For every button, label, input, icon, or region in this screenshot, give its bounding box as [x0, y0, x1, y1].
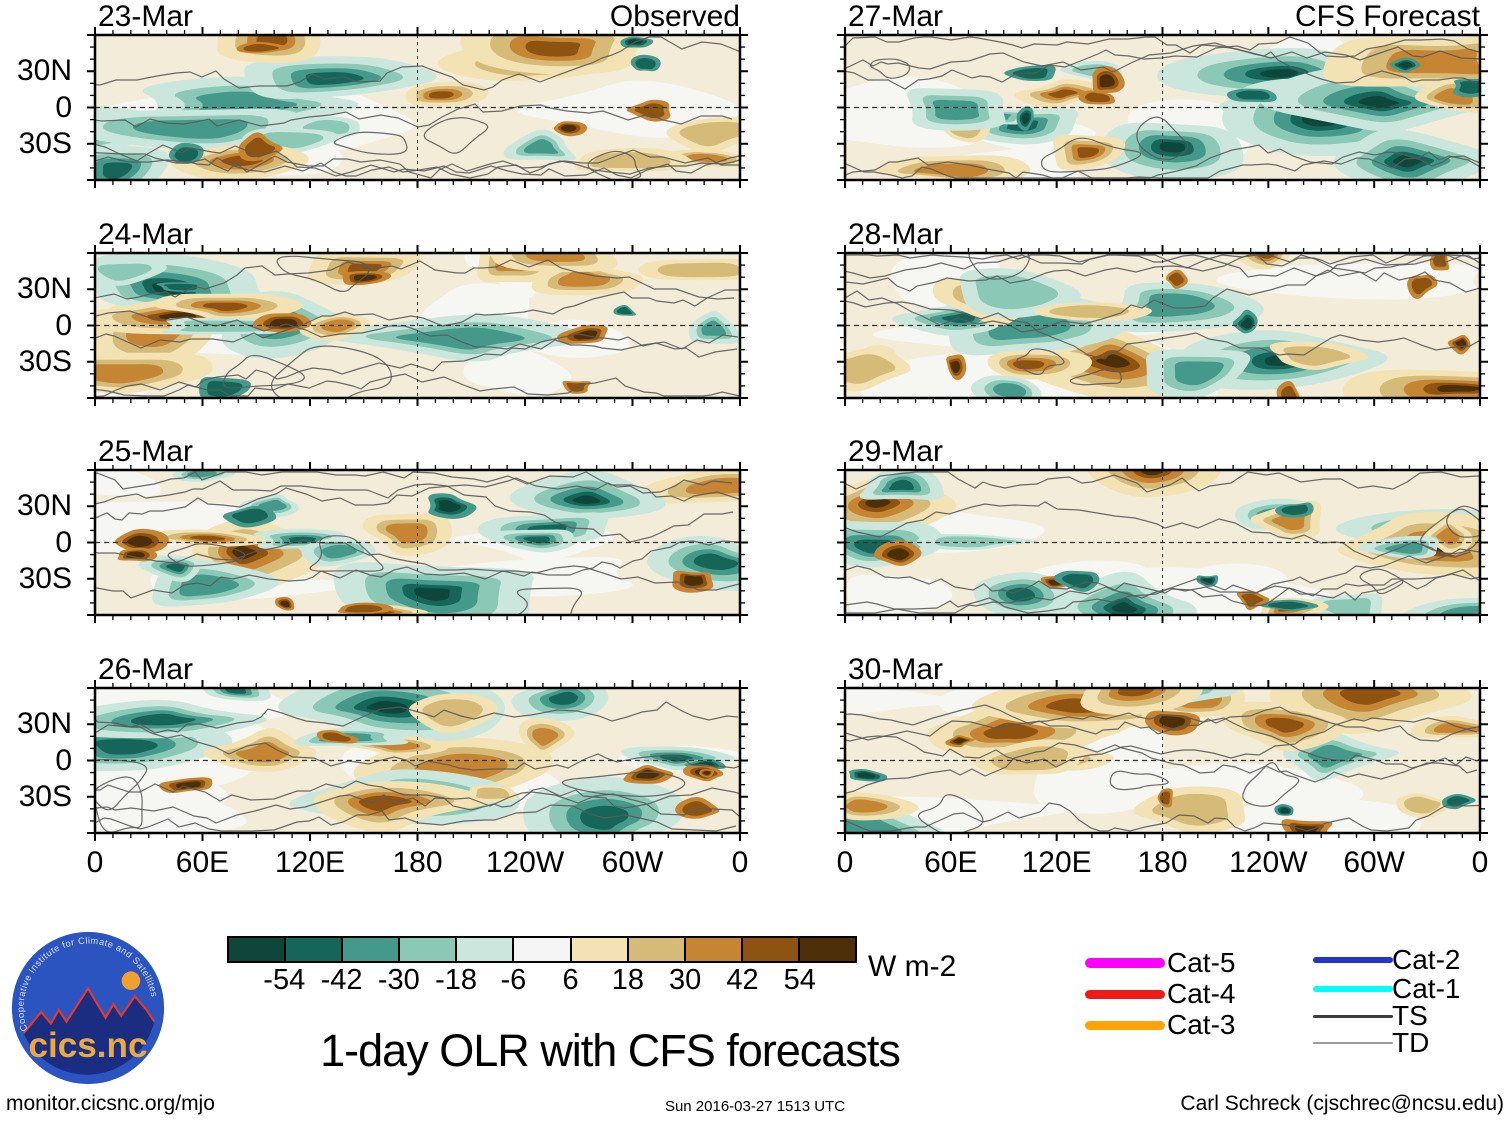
x-axis-label: 60W	[1343, 846, 1405, 879]
colorbar-tick-label: 18	[611, 964, 645, 996]
legend-label: TD	[1392, 1027, 1430, 1058]
y-axis-label: 30N	[16, 707, 72, 741]
colorbar-tick-label: -18	[435, 964, 478, 996]
cicsnc-logo: Cooperative Institute for Climate and Sa…	[11, 931, 165, 1085]
column-header: CFS Forecast	[1294, 0, 1480, 33]
x-axis-label: 60E	[175, 846, 230, 879]
column-header: Observed	[609, 0, 740, 33]
colorbar-segment	[571, 938, 629, 961]
y-axis-label: 30N	[16, 489, 72, 523]
logo-ridge-line	[22, 986, 156, 1035]
x-axis-label: 120W	[485, 846, 565, 879]
colorbar	[227, 936, 857, 963]
footer-contact: Carl Schreck (cjschrec@ncsu.edu)	[1180, 1092, 1504, 1115]
figure-title: 1-day OLR with CFS forecasts	[320, 1025, 901, 1076]
logo-sun-icon	[121, 971, 141, 990]
footer-url: monitor.cicsnc.org/mjo	[6, 1092, 215, 1115]
x-axis-label: 120E	[274, 846, 346, 879]
legend-label: Cat-4	[1167, 978, 1236, 1009]
olr-map	[837, 27, 1488, 188]
colorbar-tick-label: -54	[263, 964, 306, 996]
logo-name: cics.nc	[28, 1026, 147, 1065]
panel-date-label: 23-Mar	[98, 0, 194, 33]
colorbar-segment	[400, 938, 458, 961]
x-axis-label: 0	[836, 846, 854, 879]
colorbar-units-label: W m-2	[868, 950, 957, 983]
x-axis-label: 120W	[1229, 846, 1308, 879]
colorbar-segment	[628, 938, 686, 961]
panel-date-label: 24-Mar	[98, 218, 194, 251]
panel-date-label: 28-Mar	[848, 218, 944, 251]
colorbar-segment	[286, 938, 344, 961]
colorbar-segment	[343, 938, 401, 961]
legend-line-cat-4	[1085, 989, 1165, 999]
legend-line-cat-2	[1313, 957, 1393, 963]
y-axis-label: 0	[55, 90, 72, 124]
colorbar-segment	[229, 938, 287, 961]
olr-map	[837, 245, 1488, 406]
x-axis-label: 60W	[601, 846, 664, 879]
logo-mountains	[23, 988, 155, 1075]
colorbar-segment	[799, 938, 856, 961]
colorbar-segment	[457, 938, 515, 961]
legend-label: TS	[1392, 1000, 1428, 1031]
x-axis-label: 0	[1471, 846, 1489, 879]
colorbar-segment	[685, 938, 743, 961]
y-axis-label: 0	[55, 743, 72, 777]
y-axis-label: 30N	[16, 54, 72, 88]
olr-map	[87, 27, 748, 188]
legend-label: Cat-1	[1392, 973, 1461, 1004]
colorbar-tick-label: 42	[726, 964, 759, 996]
legend-line-cat-3	[1085, 1020, 1165, 1030]
legend-label: Cat-3	[1167, 1009, 1236, 1040]
olr-map	[87, 245, 748, 406]
y-axis-label: 30N	[16, 272, 72, 306]
legend-label: Cat-2	[1392, 944, 1461, 975]
legend-line-ts	[1313, 1014, 1393, 1018]
colorbar-tick-label: 6	[562, 964, 579, 996]
colorbar-tick-label: -42	[320, 964, 363, 996]
legend-line-cat-1	[1313, 986, 1393, 992]
colorbar-tick-label: -6	[500, 964, 527, 996]
colorbar-segment	[742, 938, 800, 961]
olr-map	[837, 680, 1488, 841]
x-axis-label: 120E	[1021, 846, 1092, 879]
legend-line-cat-5	[1085, 958, 1165, 968]
colorbar-tick-label: 54	[783, 964, 816, 996]
y-axis-label: 0	[55, 308, 72, 342]
x-axis-label: 180	[1137, 846, 1188, 879]
legend-line-td	[1313, 1042, 1393, 1044]
y-axis-label: 30S	[18, 344, 72, 378]
olr-map	[87, 462, 748, 623]
x-axis-label: 0	[86, 846, 104, 879]
colorbar-tick-label: -30	[377, 964, 420, 996]
panel-date-label: 29-Mar	[848, 435, 944, 468]
y-axis-label: 30S	[18, 561, 72, 595]
panel-date-label: 26-Mar	[98, 653, 194, 686]
y-axis-label: 30S	[18, 126, 72, 160]
y-axis-label: 30S	[18, 779, 72, 813]
panel-date-label: 27-Mar	[848, 0, 944, 33]
x-axis-label: 180	[392, 846, 443, 879]
colorbar-segment	[514, 938, 572, 961]
panel-date-label: 30-Mar	[848, 653, 944, 686]
legend-label: Cat-5	[1167, 947, 1236, 978]
olr-map	[87, 680, 748, 841]
olr-map	[837, 462, 1488, 623]
panel-date-label: 25-Mar	[98, 435, 194, 468]
x-axis-label: 0	[731, 846, 749, 879]
footer-timestamp: Sun 2016-03-27 1513 UTC	[664, 1098, 846, 1115]
x-axis-label: 60E	[924, 846, 978, 879]
y-axis-label: 0	[55, 525, 72, 559]
colorbar-tick-label: 30	[669, 964, 702, 996]
